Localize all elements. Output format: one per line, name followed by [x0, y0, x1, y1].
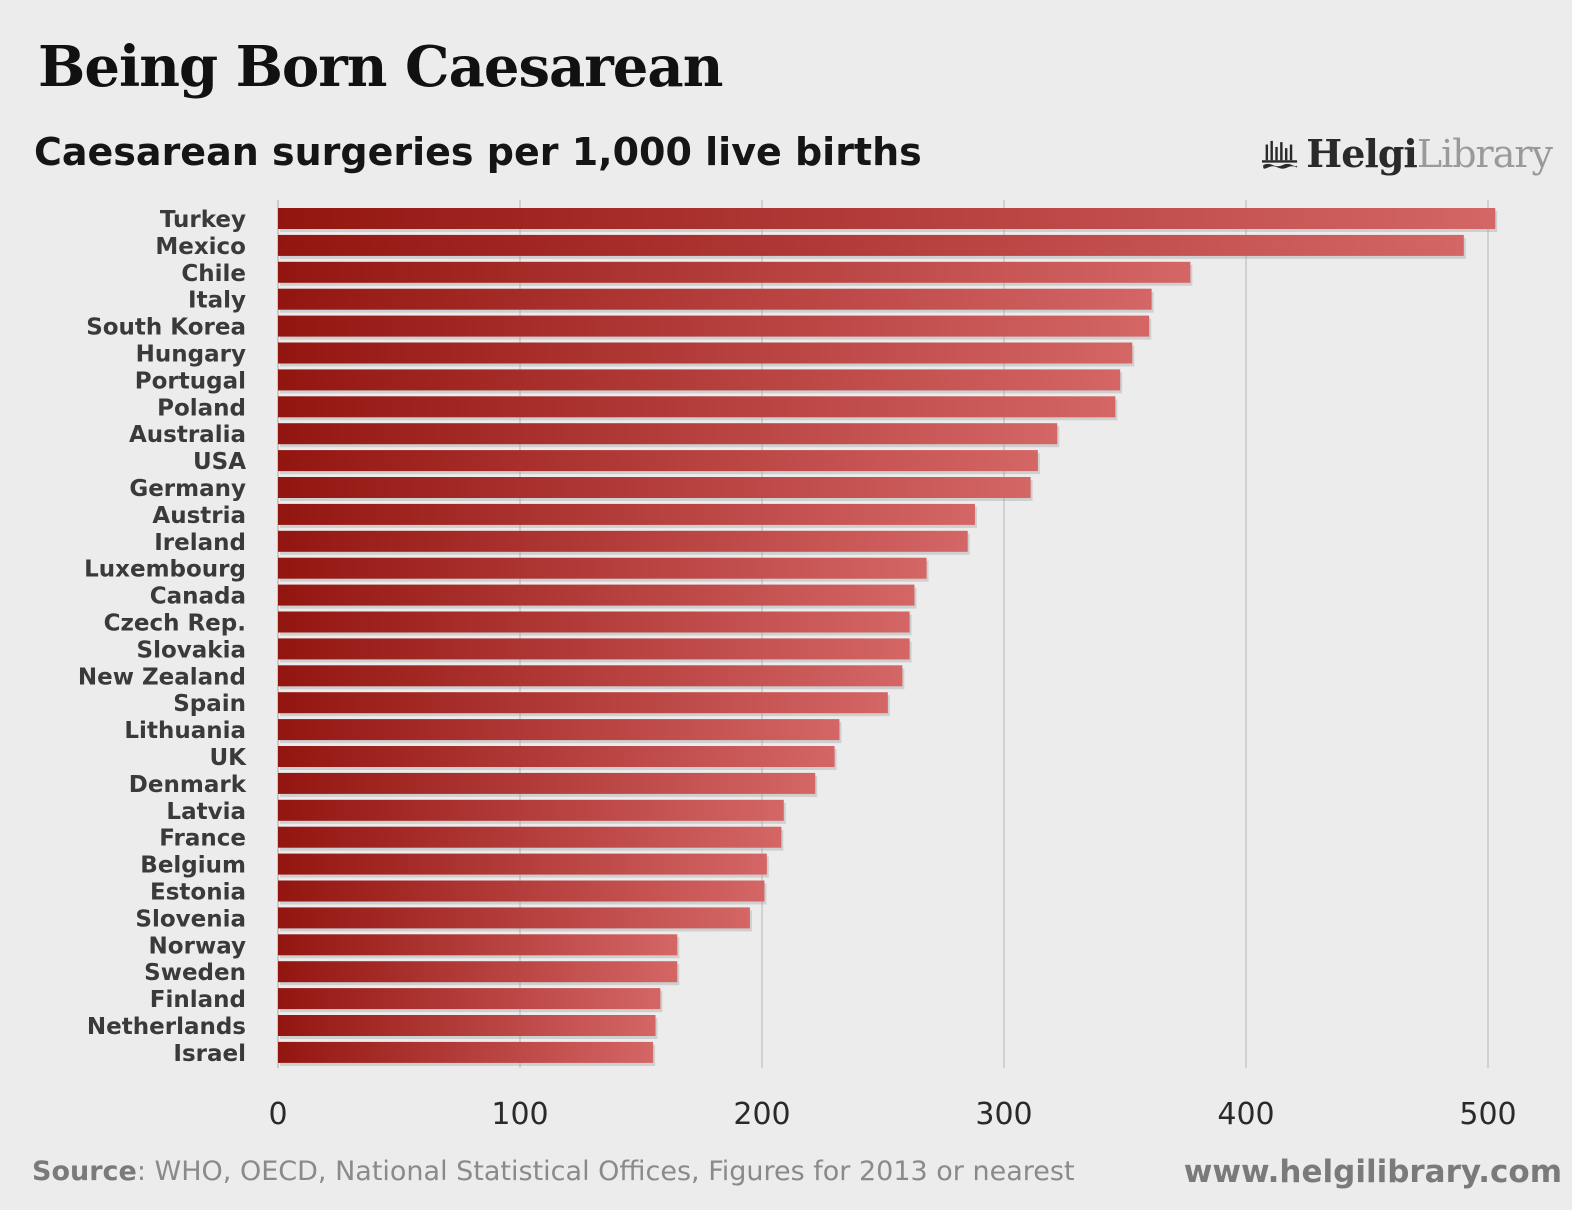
bar	[278, 799, 784, 821]
category-label: Canada	[150, 584, 246, 610]
bar	[278, 907, 750, 929]
source-text: : WHO, OECD, National Statistical Office…	[136, 1156, 1075, 1187]
bar	[278, 746, 835, 767]
bar	[278, 665, 903, 687]
bar	[278, 853, 767, 875]
category-label: Hungary	[136, 342, 246, 368]
category-label: South Korea	[86, 315, 246, 341]
category-label: Chile	[181, 261, 246, 287]
logo-bold-text: Helgi	[1306, 130, 1418, 176]
bar	[278, 692, 888, 714]
bar	[278, 315, 1150, 337]
category-label: Germany	[129, 476, 246, 502]
helgi-library-logo: HelgiLibrary	[1262, 122, 1553, 184]
category-label: New Zealand	[78, 664, 246, 690]
x-axis-tick-labels: 0 100 200 300 400 500	[268, 1097, 1516, 1132]
bar	[278, 234, 1464, 256]
bar	[278, 638, 910, 660]
source-note: Source: WHO, OECD, National Statistical …	[32, 1156, 1075, 1187]
x-tick-label: 400	[1217, 1097, 1274, 1132]
chart-subtitle: Caesarean surgeries per 1,000 live birth…	[34, 130, 922, 174]
category-label: Turkey	[160, 207, 246, 233]
category-label: Netherlands	[87, 1014, 246, 1040]
bar	[278, 342, 1133, 364]
x-tick-label: 500	[1459, 1097, 1516, 1132]
category-label: France	[159, 826, 246, 852]
category-label: Slovakia	[137, 637, 246, 663]
x-tick-label: 0	[268, 1097, 287, 1132]
chart-title: Being Born Caesarean	[38, 34, 723, 100]
x-tick-label: 300	[975, 1097, 1032, 1132]
category-label: Estonia	[150, 880, 246, 906]
bar	[278, 369, 1121, 391]
category-label: Spain	[173, 691, 246, 717]
bar	[278, 772, 816, 794]
bar	[278, 530, 968, 552]
bar	[278, 584, 915, 606]
logo-wordmark: HelgiLibrary	[1306, 130, 1553, 176]
source-label: Source	[32, 1156, 137, 1187]
bar	[278, 988, 661, 1010]
bar	[278, 611, 910, 633]
category-label: Ireland	[154, 530, 246, 556]
bar	[278, 826, 782, 848]
bar	[278, 1041, 654, 1063]
bar	[278, 880, 765, 902]
category-label: USA	[193, 449, 246, 475]
x-tick-label: 100	[491, 1097, 548, 1132]
bar	[278, 450, 1038, 472]
category-label: Denmark	[129, 772, 247, 798]
bar	[278, 557, 927, 579]
category-label: Luxembourg	[84, 557, 246, 583]
x-tick-label: 200	[733, 1097, 790, 1132]
category-label: Latvia	[166, 799, 246, 825]
category-label: Lithuania	[124, 718, 246, 744]
category-label: Israel	[173, 1041, 246, 1067]
category-label: Italy	[188, 288, 246, 314]
category-label: Norway	[149, 933, 246, 959]
category-label: Slovenia	[135, 906, 246, 932]
bar	[278, 719, 840, 741]
bar	[278, 208, 1496, 229]
bar	[278, 961, 678, 983]
bar	[278, 477, 1031, 498]
bar	[278, 423, 1058, 445]
category-label: Finland	[150, 987, 246, 1013]
category-label: Belgium	[140, 853, 246, 879]
category-label: Australia	[129, 422, 246, 448]
bar	[278, 288, 1152, 310]
category-label: Sweden	[144, 960, 246, 986]
bar	[278, 1015, 656, 1036]
category-label: UK	[210, 745, 248, 771]
category-label: Mexico	[155, 234, 246, 260]
bar	[278, 261, 1191, 283]
category-label: Portugal	[135, 368, 246, 394]
helgi-library-logo-icon	[1262, 140, 1298, 169]
bar	[278, 934, 678, 956]
website-link[interactable]: www.helgilibrary.com	[1183, 1154, 1562, 1190]
category-label: Austria	[152, 503, 246, 529]
bars	[278, 208, 1498, 1066]
category-label: Czech Rep.	[104, 611, 246, 637]
bar	[278, 503, 975, 525]
bar	[278, 396, 1116, 418]
logo-light-text: Library	[1416, 131, 1553, 176]
category-label: Poland	[157, 395, 246, 421]
